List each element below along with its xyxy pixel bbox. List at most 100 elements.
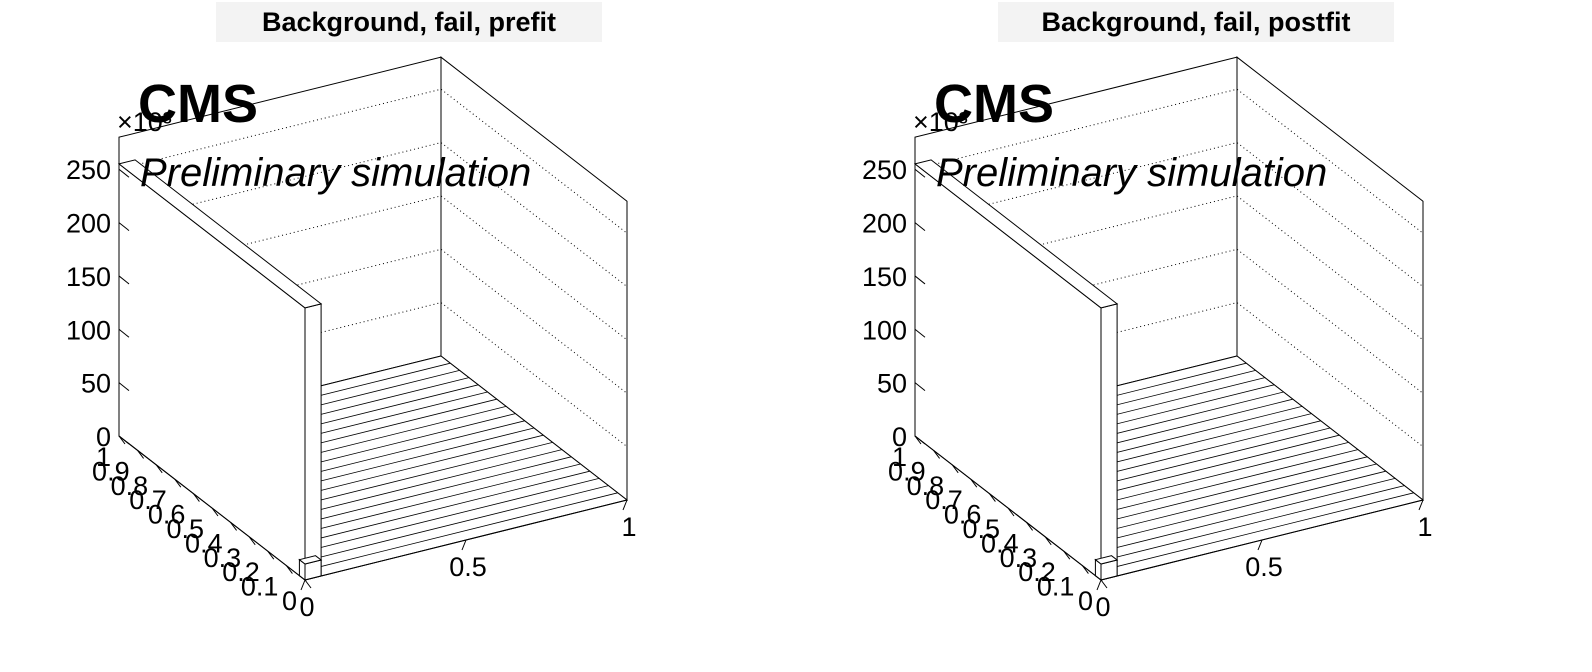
z-tick-label: 50 <box>877 369 907 399</box>
x-tick-label: 0 <box>299 592 314 622</box>
x-tick <box>622 499 628 511</box>
y-tick-label: 0.5 <box>166 514 204 544</box>
z-tick-label: 150 <box>862 262 907 292</box>
y-tick <box>914 435 922 445</box>
grid-line <box>914 142 1424 287</box>
y-tick-label: 0.2 <box>222 557 260 587</box>
y-tick <box>951 464 959 474</box>
x-tick-label: 1 <box>621 512 636 542</box>
cms-label: CMS <box>934 74 1054 134</box>
z-tick <box>118 328 130 338</box>
bin-0-front-face <box>1100 303 1118 581</box>
grid-line <box>118 195 628 341</box>
y-tick <box>118 435 126 445</box>
y-tick-label: 0.1 <box>241 572 279 602</box>
floor-hatch-line <box>1070 463 1377 541</box>
z-tick <box>914 222 926 231</box>
z-tick <box>118 382 130 392</box>
z-tick <box>914 275 926 285</box>
grid-line <box>118 302 628 447</box>
y-tick-label: 0.9 <box>888 456 926 486</box>
floor-hatch-line <box>1089 478 1396 555</box>
z-multiplier: ×10³ <box>913 107 968 137</box>
chart-panel-postfit: Background, fail, postfit 0 50 100 150 200 25… <box>796 0 1592 672</box>
x-tick <box>461 539 467 551</box>
chart-title: Background, fail, prefit <box>216 2 602 42</box>
floor-hatch-line <box>283 470 590 548</box>
bin-0-front-face <box>304 303 322 581</box>
y-tick <box>933 450 941 459</box>
z-tick-label: 200 <box>66 209 111 239</box>
x-tick-label: 0.5 <box>449 552 487 582</box>
lego-plot: 050100150200250×10³00.10.20.30.40.50.60.… <box>66 56 637 622</box>
z-tick-label: 50 <box>81 369 111 399</box>
bin-0-top-face <box>913 159 1119 309</box>
y-tick <box>174 478 182 488</box>
y-tick-label: 0 <box>282 586 297 616</box>
z-tick <box>118 168 130 178</box>
y-tick-label: 0.1 <box>1037 572 1075 602</box>
x-tick <box>1096 579 1102 591</box>
y-tick <box>248 536 256 546</box>
z-tick-label: 0 <box>96 422 111 452</box>
y-tick <box>1081 565 1089 574</box>
grid-line <box>914 248 1424 394</box>
x-tick-label: 1 <box>1417 512 1432 542</box>
z-tick-label: 150 <box>66 262 111 292</box>
z-tick-label: 100 <box>862 315 907 345</box>
z-tick <box>118 275 130 285</box>
x-tick-label: 0.5 <box>1245 552 1283 582</box>
floor-hatch-line <box>274 463 581 541</box>
bin-1-top-face <box>298 555 323 565</box>
grid-line <box>118 88 628 234</box>
chart-title: Background, fail, postfit <box>998 2 1394 42</box>
grid-line <box>914 302 1424 447</box>
y-tick <box>155 464 163 474</box>
y-tick <box>137 450 145 459</box>
grid-line <box>914 88 1424 234</box>
y-tick-label: 0.8 <box>111 471 149 501</box>
y-tick-label: 0.2 <box>1018 557 1056 587</box>
bin-0-top-face <box>117 159 323 309</box>
y-tick <box>1007 507 1015 517</box>
grid-line <box>118 248 628 394</box>
grid-line <box>118 142 628 287</box>
y-tick-label: 0.4 <box>981 528 1019 558</box>
y-tick-label: 0.6 <box>148 500 186 530</box>
y-tick <box>1063 550 1071 560</box>
grid-line <box>914 195 1424 341</box>
y-tick <box>192 493 200 502</box>
y-tick <box>285 565 293 574</box>
z-tick <box>914 168 926 178</box>
y-tick-label: 0.7 <box>925 485 963 515</box>
y-tick <box>1100 579 1108 589</box>
cms-label: CMS <box>138 74 258 134</box>
z-tick-label: 0 <box>892 422 907 452</box>
y-tick <box>1026 522 1034 531</box>
chart-panel-prefit: Background, fail, prefit 0 50 100 150 200 250… <box>66 2 637 622</box>
y-tick-label: 0.7 <box>129 485 167 515</box>
y-tick-label: 0.3 <box>1000 543 1038 573</box>
preliminary-label: Preliminary simulation <box>140 151 531 195</box>
y-tick-label: 1 <box>892 442 907 472</box>
bin-1-top-face <box>1094 555 1119 565</box>
floor-hatch-line <box>311 492 618 570</box>
x-tick <box>1257 539 1263 551</box>
z-tick <box>914 382 926 392</box>
y-tick-label: 1 <box>96 442 111 472</box>
y-tick-label: 0.8 <box>907 471 945 501</box>
x-tick-label: 0 <box>1095 592 1110 622</box>
z-tick-label: 200 <box>862 209 907 239</box>
y-tick-label: 0.9 <box>92 456 130 486</box>
x-tick <box>300 579 306 591</box>
floor-hatch-line <box>302 485 609 562</box>
y-tick <box>267 550 275 560</box>
y-tick-label: 0.6 <box>944 500 982 530</box>
y-tick <box>1044 536 1052 546</box>
y-tick-label: 0.3 <box>204 543 242 573</box>
y-tick <box>988 493 996 502</box>
floor-hatch-line <box>293 478 600 555</box>
z-tick-label: 250 <box>862 155 907 185</box>
z-multiplier: ×10³ <box>117 107 172 137</box>
floor-hatch-line <box>1079 470 1386 548</box>
